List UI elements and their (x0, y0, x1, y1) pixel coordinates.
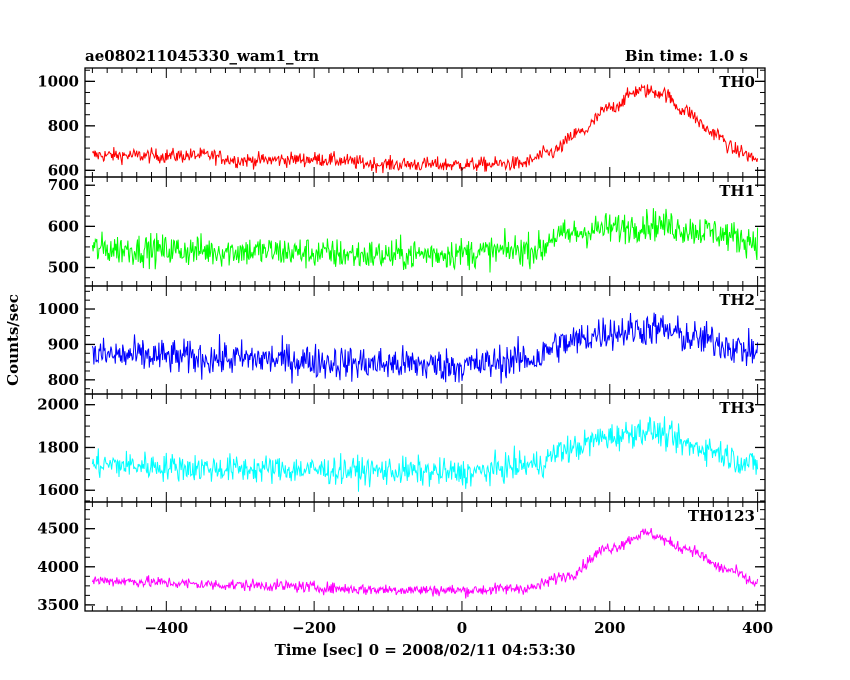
y-tick-label: 500 (48, 258, 79, 276)
bin-time-label: Bin time: 1.0 s (625, 47, 748, 65)
y-tick-label: 1000 (37, 72, 79, 90)
y-tick-label: 3500 (37, 596, 79, 614)
y-tick-label: 600 (48, 161, 79, 179)
y-axis-label: Counts/sec (4, 294, 22, 386)
y-tick-label: 4500 (37, 520, 79, 538)
panel-frame (84, 501, 766, 612)
chart-title: ae080211045330_wam1_trn (85, 47, 319, 65)
panel-label: TH0 (719, 73, 755, 91)
panel-th3: 1600 1800 2000 TH3 (37, 393, 766, 503)
panel-th0: 600 800 1000 TH0 (37, 67, 766, 179)
panel-th1: 500 600 700 TH1 (48, 176, 766, 287)
panel-label: TH3 (719, 399, 755, 417)
panel-label: TH0123 (688, 507, 755, 525)
series-line-th0 (91, 83, 759, 174)
x-tick-label: −200 (292, 619, 336, 637)
y-tick-label: 800 (48, 117, 79, 135)
panel-label: TH1 (719, 182, 755, 200)
x-tick-label: 200 (594, 619, 625, 637)
panel-frame (84, 285, 766, 395)
x-tick-label: 400 (742, 619, 773, 637)
x-tick-label: 0 (457, 619, 467, 637)
y-tick-label: 1000 (37, 300, 79, 318)
y-tick-label: 600 (48, 217, 79, 235)
panel-th2: 800 900 1000 TH2 (37, 285, 766, 395)
y-tick-label: 1800 (37, 438, 79, 456)
y-tick-label: 2000 (37, 396, 79, 414)
x-tick-label: −400 (144, 619, 188, 637)
panel-frame (84, 393, 766, 503)
panel-label: TH2 (719, 291, 755, 309)
y-tick-label: 800 (48, 371, 79, 389)
panel-th0123: 3500 4000 4500 TH0123 (37, 501, 766, 614)
series-line-th2 (91, 312, 759, 384)
x-tick-labels: −400 −200 0 200 400 (144, 619, 773, 637)
y-tick-label: 1600 (37, 481, 79, 499)
x-axis-label: Time [sec] 0 = 2008/02/11 04:53:30 (275, 641, 576, 659)
y-tick-label: 700 (48, 176, 79, 194)
y-tick-label: 4000 (37, 558, 79, 576)
series-line-th0123 (91, 527, 759, 599)
series-line-th1 (91, 208, 759, 273)
panel-frame (84, 176, 766, 287)
series-line-th3 (91, 416, 759, 492)
y-tick-label: 900 (48, 335, 79, 353)
